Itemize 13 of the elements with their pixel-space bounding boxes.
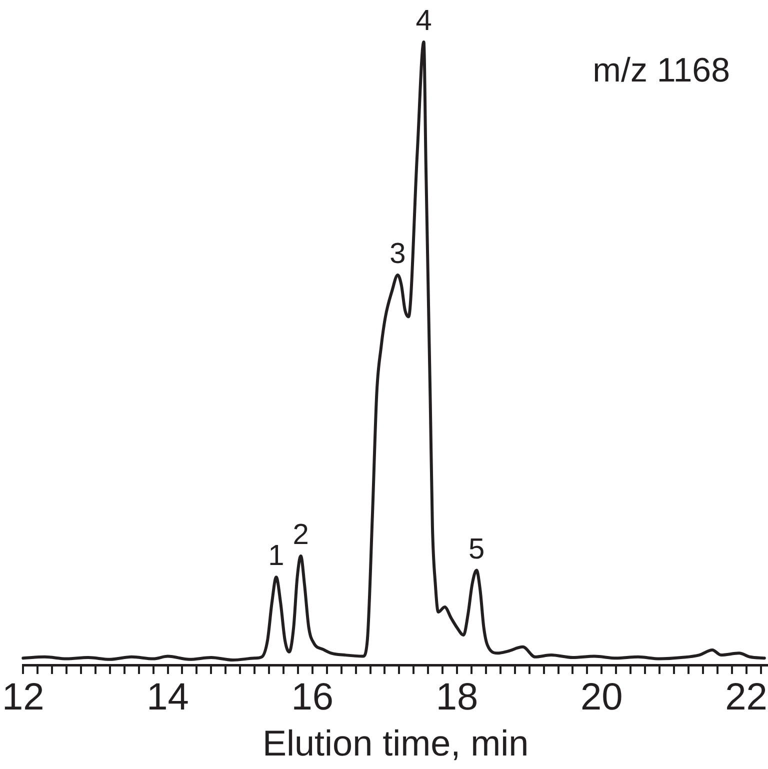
annotation: 4 bbox=[416, 5, 432, 37]
x-tick-label: 12 bbox=[2, 676, 44, 718]
x-axis-title: Elution time, min bbox=[262, 722, 529, 764]
x-tick-label: 14 bbox=[146, 676, 189, 718]
x-tick-label: 16 bbox=[291, 676, 334, 718]
annotation: 3 bbox=[390, 238, 406, 270]
x-tick-label: 22 bbox=[725, 676, 768, 718]
x-tick-label: 18 bbox=[436, 676, 478, 718]
annotation: 1 bbox=[268, 540, 284, 572]
annotation: 2 bbox=[292, 518, 309, 551]
annotation: m/z 1168 bbox=[592, 51, 730, 90]
x-tick-label: 20 bbox=[580, 676, 623, 718]
annotation: 5 bbox=[468, 533, 485, 566]
